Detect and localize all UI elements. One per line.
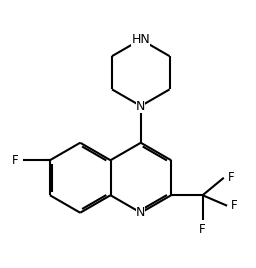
Text: F: F xyxy=(231,199,238,212)
Text: F: F xyxy=(228,171,235,184)
Text: F: F xyxy=(199,223,206,236)
Text: N: N xyxy=(136,206,145,219)
Text: HN: HN xyxy=(131,33,150,46)
Text: N: N xyxy=(136,99,145,113)
Text: F: F xyxy=(12,154,18,167)
